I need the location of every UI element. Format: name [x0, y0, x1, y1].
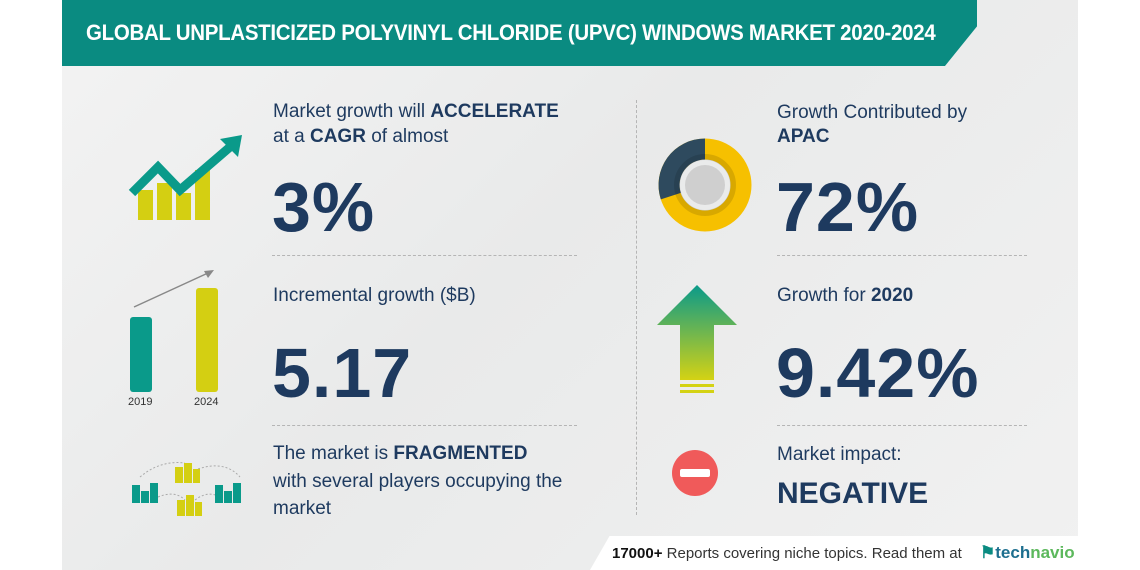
divider	[272, 425, 577, 426]
cagr-value: 3%	[272, 168, 376, 246]
region-line1: Growth Contributed by	[777, 102, 968, 123]
yoy-value: 9.42%	[776, 334, 980, 412]
incremental-bar-icon	[130, 270, 218, 392]
flag-icon: ⚑	[980, 543, 996, 562]
fragmented-line1: The market is FRAGMENTED	[273, 443, 528, 464]
column-divider	[636, 100, 637, 515]
cagr-line2: at a CAGR of almost	[273, 126, 449, 147]
fragmented-buildings-icon	[132, 462, 241, 516]
impact-label: Market impact:	[777, 444, 902, 465]
incremental-value: 5.17	[272, 334, 413, 412]
yoy-label: Growth for 2020	[777, 285, 914, 306]
divider	[777, 425, 1027, 426]
impact-value: NEGATIVE	[777, 477, 929, 510]
footer-bar	[590, 536, 1078, 570]
page-title: GLOBAL UNPLASTICIZED POLYVINYL CHLORIDE …	[86, 20, 936, 45]
title-bar	[62, 0, 977, 66]
donut-chart-icon	[658, 138, 752, 232]
infographic-background	[62, 0, 1078, 570]
footer-text: 17000+ Reports covering niche topics. Re…	[612, 545, 962, 562]
region-line2: APAC	[777, 126, 830, 147]
year-label-2024: 2024	[194, 396, 219, 408]
divider	[272, 255, 577, 256]
growth-chart-icon	[128, 135, 242, 220]
incremental-label: Incremental growth ($B)	[273, 285, 476, 306]
minus-circle-icon	[672, 450, 718, 496]
divider	[777, 255, 1027, 256]
region-value: 72%	[776, 168, 920, 246]
year-label-2019: 2019	[128, 396, 153, 408]
technavio-logo[interactable]: ⚑technavio	[980, 543, 1075, 562]
fragmented-line3: market	[273, 498, 332, 519]
fragmented-line2: with several players occupying the	[273, 471, 563, 492]
up-arrow-icon	[657, 285, 737, 393]
cagr-line1: Market growth will ACCELERATE	[273, 101, 559, 122]
